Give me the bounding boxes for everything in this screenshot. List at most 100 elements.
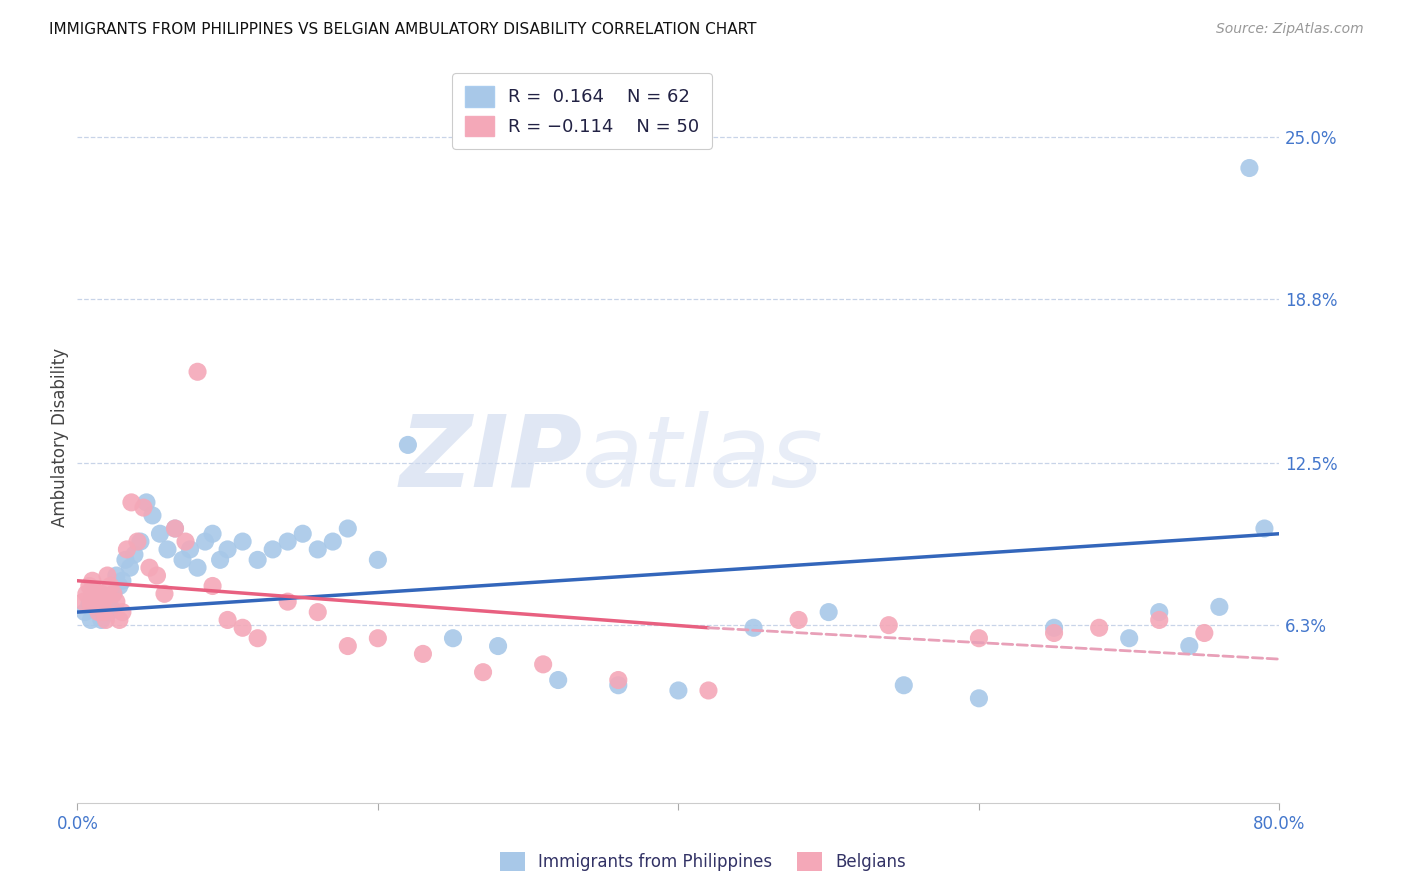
Point [322, 534, 344, 549]
Point [163, 521, 186, 535]
Point [87, 592, 110, 607]
Point [277, 595, 299, 609]
Point [132, 500, 155, 515]
Point [1178, 639, 1201, 653]
Point [156, 542, 179, 557]
Text: IMMIGRANTS FROM PHILIPPINES VS BELGIAN AMBULATORY DISABILITY CORRELATION CHART: IMMIGRANTS FROM PHILIPPINES VS BELGIAN A… [49, 22, 756, 37]
Point [209, 553, 232, 567]
Point [124, 548, 146, 562]
Point [72, 595, 94, 609]
Point [277, 534, 299, 549]
Point [1149, 613, 1171, 627]
Point [1088, 621, 1111, 635]
Point [217, 542, 239, 557]
Point [396, 438, 419, 452]
Point [607, 678, 630, 692]
Point [547, 673, 569, 687]
Point [86, 597, 108, 611]
Point [194, 534, 217, 549]
Point [742, 621, 765, 635]
Legend: Immigrants from Philippines, Belgians: Immigrants from Philippines, Belgians [491, 843, 915, 880]
Point [75, 587, 97, 601]
Point [307, 542, 329, 557]
Point [1239, 161, 1261, 175]
Point [84, 584, 107, 599]
Point [82, 587, 104, 601]
Point [73, 605, 96, 619]
Point [246, 553, 269, 567]
Point [94, 613, 117, 627]
Point [100, 599, 122, 614]
Point [172, 553, 194, 567]
Point [89, 605, 111, 619]
Point [111, 574, 134, 588]
Point [697, 683, 720, 698]
Point [1149, 605, 1171, 619]
Point [1043, 626, 1066, 640]
Text: atlas: atlas [582, 410, 824, 508]
Point [232, 534, 254, 549]
Point [79, 597, 101, 611]
Point [111, 605, 134, 619]
Point [97, 605, 120, 619]
Point [115, 542, 138, 557]
Point [83, 590, 105, 604]
Point [103, 587, 125, 601]
Point [412, 647, 434, 661]
Point [787, 613, 810, 627]
Point [217, 613, 239, 627]
Text: ZIP: ZIP [399, 410, 582, 508]
Point [91, 595, 114, 609]
Point [141, 508, 163, 523]
Point [135, 495, 157, 509]
Point [201, 526, 224, 541]
Point [146, 568, 169, 582]
Point [1043, 621, 1066, 635]
Point [262, 542, 284, 557]
Point [367, 632, 389, 646]
Point [96, 568, 118, 582]
Point [105, 595, 128, 609]
Point [307, 605, 329, 619]
Point [90, 587, 112, 601]
Point [91, 597, 114, 611]
Point [187, 560, 209, 574]
Point [967, 632, 990, 646]
Y-axis label: Ambulatory Disability: Ambulatory Disability [51, 348, 69, 526]
Point [472, 665, 495, 680]
Point [232, 621, 254, 635]
Point [367, 553, 389, 567]
Point [877, 618, 900, 632]
Point [246, 632, 269, 646]
Point [174, 534, 197, 549]
Point [153, 587, 176, 601]
Point [83, 602, 105, 616]
Point [82, 574, 104, 588]
Point [179, 542, 201, 557]
Point [1118, 632, 1140, 646]
Point [163, 521, 186, 535]
Point [120, 495, 142, 509]
Point [93, 605, 115, 619]
Point [89, 592, 111, 607]
Point [817, 605, 839, 619]
Point [893, 678, 915, 692]
Point [138, 560, 160, 574]
Point [94, 590, 117, 604]
Point [129, 534, 152, 549]
Point [108, 613, 131, 627]
Point [1208, 599, 1230, 614]
Point [668, 683, 690, 698]
Point [105, 568, 128, 582]
Point [486, 639, 509, 653]
Point [336, 521, 359, 535]
Point [967, 691, 990, 706]
Point [79, 579, 101, 593]
Point [118, 560, 141, 574]
Legend: R =  0.164    N = 62, R = −0.114    N = 50: R = 0.164 N = 62, R = −0.114 N = 50 [453, 73, 711, 149]
Point [114, 553, 136, 567]
Point [441, 632, 464, 646]
Point [1253, 521, 1275, 535]
Point [80, 597, 103, 611]
Point [607, 673, 630, 687]
